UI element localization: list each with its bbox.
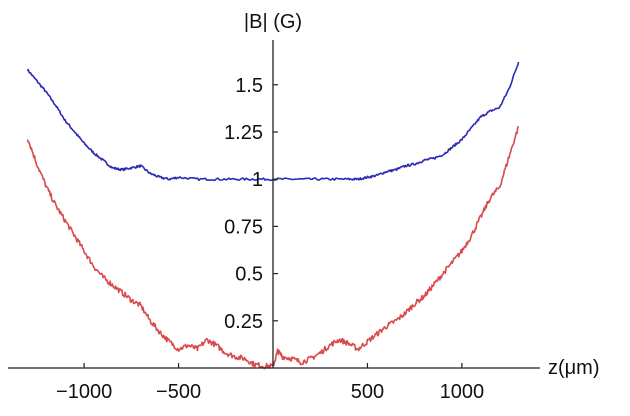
x-axis-label: z(μm): [548, 357, 600, 379]
y-tick-label: 0.25: [224, 311, 263, 333]
series-line-2: [26, 125, 520, 370]
x-tick-label: 500: [351, 381, 384, 403]
series-layer: [26, 61, 520, 370]
x-tick-label: −1000: [56, 381, 112, 403]
x-tick-label: 1000: [440, 381, 485, 403]
x-tick-label: −500: [156, 381, 201, 403]
y-tick-label: 1: [252, 169, 263, 191]
y-tick-label: 1.25: [224, 122, 263, 144]
y-tick-label: 0.75: [224, 216, 263, 238]
series-line-1: [26, 61, 520, 182]
y-tick-label: 1.5: [235, 75, 263, 97]
y-axis-label: |B| (G): [244, 11, 302, 33]
y-tick-label: 0.5: [235, 264, 263, 286]
tick-layer: −1000 −500 500 1000 0.25 0.5 0.75 1 1.25 1.5: [56, 75, 484, 403]
